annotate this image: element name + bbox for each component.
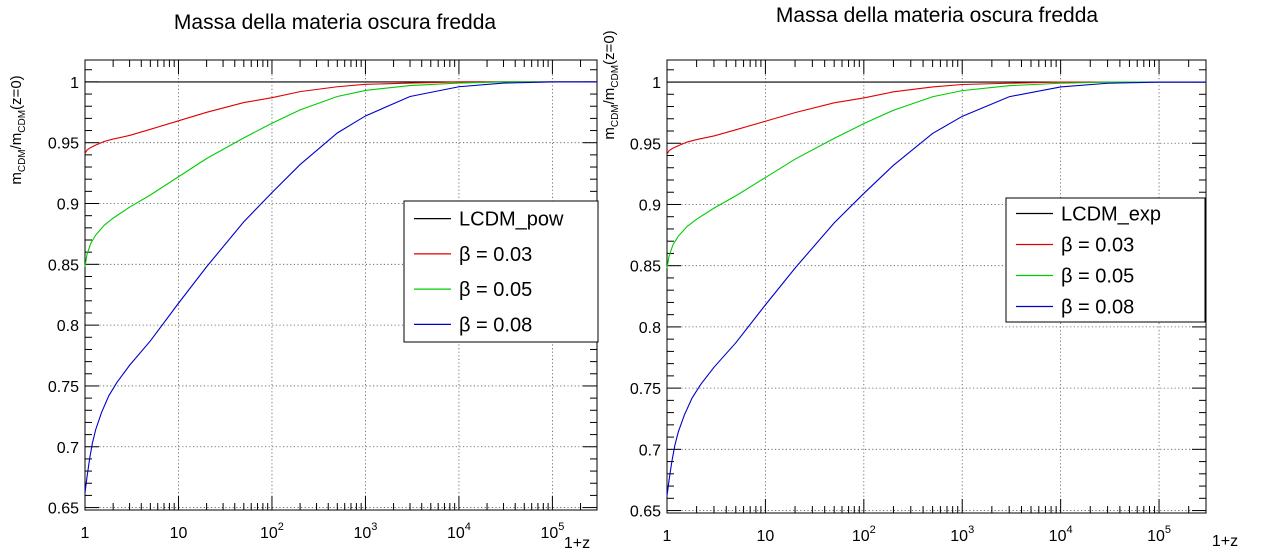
series-line-4 bbox=[84, 81, 597, 494]
series-line-2 bbox=[84, 81, 597, 154]
legend-box bbox=[1005, 197, 1206, 323]
legend-label-3: β = 0.05 bbox=[1061, 266, 1134, 288]
legend-label-4: β = 0.08 bbox=[1061, 297, 1134, 319]
y-tick-label: 0.65 bbox=[48, 501, 79, 518]
series-line-2 bbox=[666, 81, 1206, 155]
x-tick-label: 103 bbox=[353, 521, 377, 542]
legend-box bbox=[403, 200, 599, 343]
x-tick-label: 1 bbox=[663, 528, 672, 545]
plot-frame bbox=[666, 59, 1207, 514]
x-axis: 1 10 102 103 104 105 bbox=[663, 60, 1207, 545]
legend-label-1: LCDM_pow bbox=[459, 209, 564, 231]
x-tick-label: 102 bbox=[852, 524, 876, 545]
legend-label-3: β = 0.05 bbox=[459, 279, 532, 301]
legend: LCDM_pow β = 0.03 β = 0.05 β = 0.08 bbox=[403, 200, 599, 343]
x-axis-label: 1+z bbox=[564, 535, 590, 552]
series-curves bbox=[666, 81, 1206, 496]
series-line-3 bbox=[666, 81, 1206, 269]
legend-label-2: β = 0.03 bbox=[1061, 235, 1134, 257]
chart-title: Massa della materia oscura fredda bbox=[776, 4, 1098, 27]
legend-label-1: LCDM_exp bbox=[1061, 204, 1161, 226]
x-axis-label: 1+z bbox=[1212, 533, 1238, 550]
y-axis: 0.65 0.7 0.75 0.8 0.85 0.9 0.95 1 bbox=[48, 69, 597, 518]
y-axis-label: mCDM/mCDM(z=0) bbox=[8, 75, 28, 184]
legend: LCDM_exp β = 0.03 β = 0.05 β = 0.08 bbox=[1005, 197, 1206, 323]
x-tick-label: 104 bbox=[1049, 524, 1073, 545]
y-tick-label: 0.75 bbox=[48, 379, 79, 396]
y-tick-label: 1 bbox=[652, 75, 661, 92]
y-tick-label: 0.85 bbox=[630, 259, 661, 276]
y-axis: 0.65 0.7 0.75 0.8 0.85 0.9 0.95 1 bbox=[630, 69, 1206, 521]
x-tick-label: 1 bbox=[81, 525, 90, 542]
chart-title: Massa della materia oscura fredda bbox=[174, 11, 496, 34]
y-tick-label: 0.7 bbox=[639, 442, 661, 459]
y-tick-label: 1 bbox=[70, 75, 79, 92]
x-tick-label: 10 bbox=[170, 525, 188, 542]
y-tick-label: 0.85 bbox=[48, 257, 79, 274]
y-tick-label: 0.95 bbox=[48, 136, 79, 153]
y-tick-label: 0.65 bbox=[630, 504, 661, 521]
y-tick-label: 0.75 bbox=[630, 381, 661, 398]
y-tick-label: 0.8 bbox=[639, 320, 661, 337]
x-tick-label: 104 bbox=[447, 521, 471, 542]
x-tick-label: 105 bbox=[1147, 524, 1171, 545]
y-tick-label: 0.95 bbox=[630, 136, 661, 153]
y-axis-label: mCDM/mCDM(z=0) bbox=[601, 30, 621, 139]
y-tick-label: 0.8 bbox=[57, 318, 79, 335]
y-tick-label: 0.7 bbox=[57, 440, 79, 457]
y-tick-label: 0.9 bbox=[639, 197, 661, 214]
x-axis: 1 10 102 103 104 105 bbox=[81, 60, 598, 542]
legend-label-4: β = 0.08 bbox=[459, 314, 532, 336]
series-curves bbox=[84, 81, 597, 494]
y-tick-label: 0.9 bbox=[57, 197, 79, 214]
legend-label-2: β = 0.03 bbox=[459, 244, 532, 266]
series-line-3 bbox=[84, 81, 597, 267]
series-line-4 bbox=[666, 81, 1206, 496]
x-tick-label: 102 bbox=[260, 521, 284, 542]
x-tick-label: 103 bbox=[950, 524, 974, 545]
x-tick-label: 105 bbox=[540, 521, 564, 542]
x-tick-label: 10 bbox=[757, 528, 775, 545]
